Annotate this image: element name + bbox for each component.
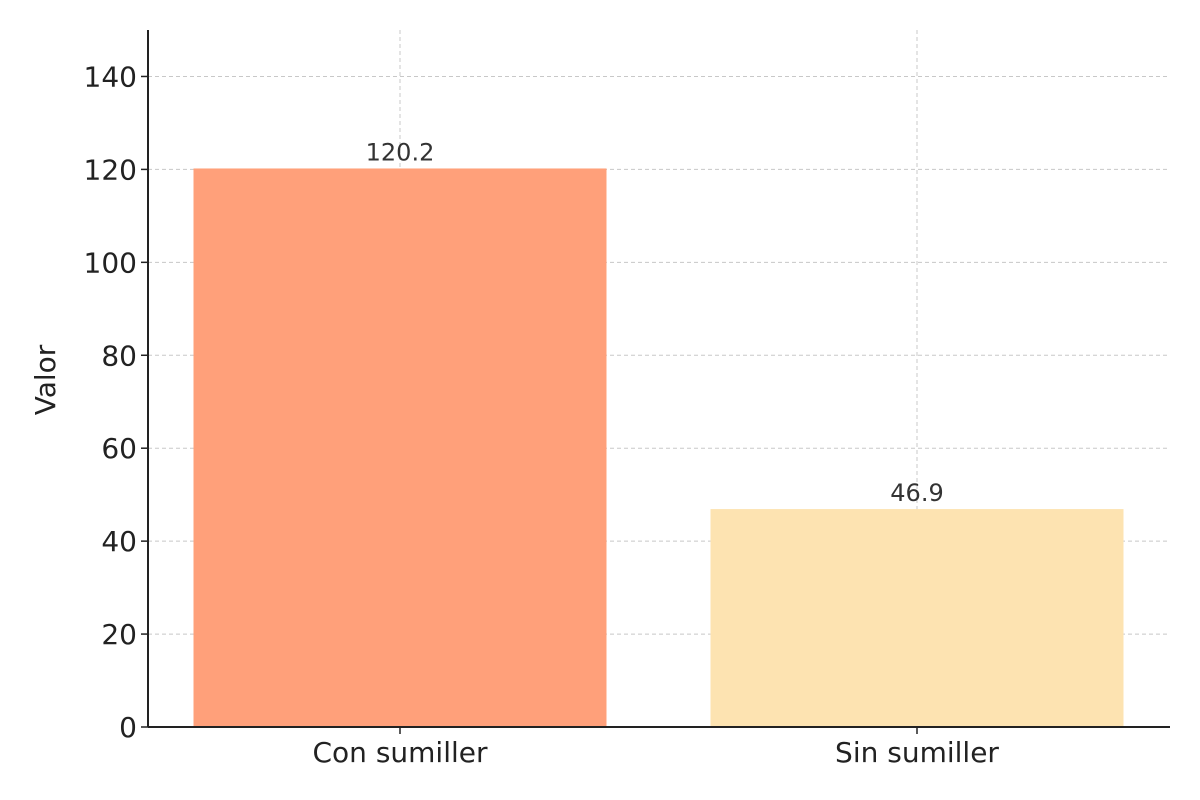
- y-tick-label: 80: [101, 339, 137, 372]
- x-tick-label: Sin sumiller: [835, 736, 999, 769]
- ticks: 0 20 40 60 80 100 120 140 Con sumiller Sin sumill…: [84, 60, 1000, 769]
- y-tick-label: 120: [84, 153, 137, 186]
- data-labels: 120.2 46.9: [366, 138, 944, 507]
- axes: [147, 30, 1170, 728]
- y-tick-label: 0: [119, 711, 137, 744]
- bar-value-label: 46.9: [890, 479, 943, 507]
- y-tick-label: 20: [101, 618, 137, 651]
- bars: [193, 168, 1124, 727]
- y-tick-label: 60: [101, 432, 137, 465]
- bar-1: [193, 168, 607, 727]
- y-tick-label: 100: [84, 246, 137, 279]
- y-tick-label: 40: [101, 525, 137, 558]
- bar-2: [710, 509, 1124, 727]
- y-tick-label: 140: [84, 60, 137, 93]
- bar-value-label: 120.2: [366, 138, 435, 166]
- y-axis-title: Valor: [29, 344, 62, 415]
- x-tick-label: Con sumiller: [312, 736, 488, 769]
